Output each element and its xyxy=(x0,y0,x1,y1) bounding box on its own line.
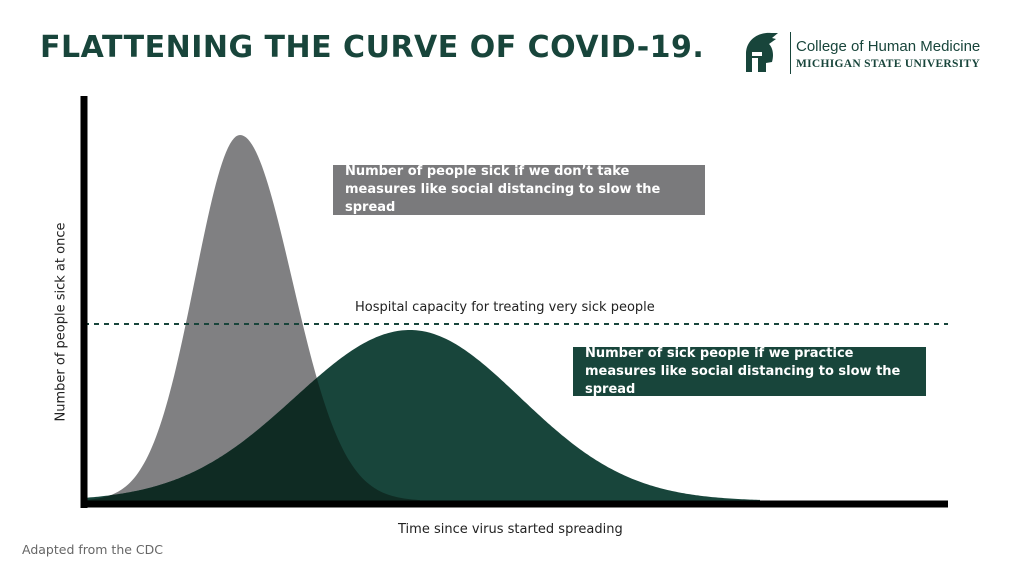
university-name: MICHIGAN STATE UNIVERSITY xyxy=(796,58,981,70)
source-note: Adapted from the CDC xyxy=(22,542,163,557)
page-title: FLATTENING THE CURVE OF COVID-19. xyxy=(40,30,705,65)
college-name: College of Human Medicine xyxy=(796,38,981,55)
spartan-helmet-icon xyxy=(746,32,778,72)
msu-logo: College of Human Medicine MICHIGAN STATE… xyxy=(738,28,1008,78)
no-measures-curve xyxy=(86,135,420,501)
x-axis-label: Time since virus started spreading xyxy=(398,522,623,537)
logo-divider xyxy=(790,32,791,74)
y-axis-label: Number of people sick at once xyxy=(53,222,69,422)
with-measures-callout: Number of sick people if we practice mea… xyxy=(573,346,926,397)
hospital-capacity-label: Hospital capacity for treating very sick… xyxy=(355,300,655,315)
no-measures-callout: Number of people sick if we don’t take m… xyxy=(333,164,705,215)
